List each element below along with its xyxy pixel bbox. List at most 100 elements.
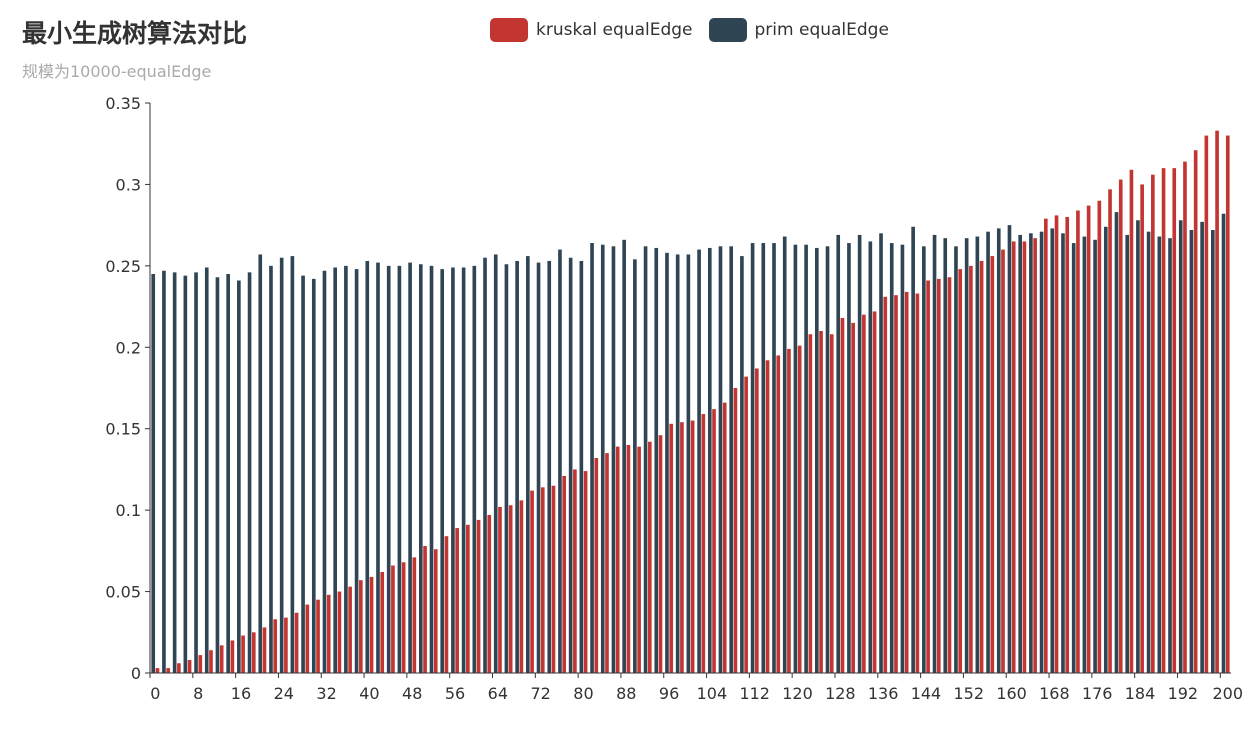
- bar-prim-94[interactable]: [1157, 236, 1162, 674]
- bar-prim-31[interactable]: [483, 257, 487, 673]
- bar-kruskal-68[interactable]: [883, 296, 888, 673]
- bar-kruskal-97[interactable]: [1193, 150, 1198, 674]
- bar-kruskal-42[interactable]: [605, 453, 609, 673]
- bar-kruskal-79[interactable]: [1001, 249, 1005, 673]
- bar-prim-62[interactable]: [815, 247, 819, 673]
- bar-kruskal-20[interactable]: [369, 576, 374, 673]
- bar-prim-99[interactable]: [1211, 230, 1215, 673]
- bar-kruskal-30[interactable]: [476, 519, 481, 673]
- bar-kruskal-54[interactable]: [733, 388, 738, 673]
- bar-kruskal-85[interactable]: [1065, 217, 1070, 673]
- bar-prim-54[interactable]: [729, 246, 734, 673]
- bar-kruskal-99[interactable]: [1215, 130, 1219, 673]
- bar-kruskal-41[interactable]: [594, 458, 599, 673]
- bar-prim-21[interactable]: [376, 262, 380, 673]
- bar-kruskal-32[interactable]: [498, 506, 502, 673]
- bar-kruskal-14[interactable]: [305, 604, 310, 673]
- bar-kruskal-83[interactable]: [1044, 218, 1048, 673]
- bar-prim-82[interactable]: [1029, 233, 1033, 674]
- bar-kruskal-82[interactable]: [1033, 238, 1037, 674]
- bar-prim-52[interactable]: [707, 247, 712, 673]
- bar-kruskal-49[interactable]: [680, 422, 684, 673]
- bar-kruskal-46[interactable]: [647, 441, 652, 673]
- bar-kruskal-53[interactable]: [722, 402, 727, 673]
- bar-kruskal-15[interactable]: [316, 599, 320, 673]
- bar-prim-44[interactable]: [622, 239, 626, 674]
- bar-prim-93[interactable]: [1146, 231, 1151, 673]
- bar-prim-15[interactable]: [311, 278, 316, 673]
- legend-item-kruskal[interactable]: kruskal equalEdge: [490, 18, 693, 42]
- bar-kruskal-71[interactable]: [915, 293, 920, 673]
- bar-prim-100[interactable]: [1221, 213, 1226, 674]
- bar-kruskal-5[interactable]: [209, 650, 213, 673]
- bar-prim-23[interactable]: [397, 265, 402, 673]
- bar-kruskal-73[interactable]: [936, 278, 941, 673]
- bar-prim-75[interactable]: [954, 246, 958, 673]
- bar-kruskal-51[interactable]: [701, 414, 706, 673]
- bar-kruskal-65[interactable]: [851, 322, 855, 673]
- bar-kruskal-1[interactable]: [166, 668, 170, 673]
- bar-prim-61[interactable]: [804, 244, 808, 673]
- bar-prim-48[interactable]: [665, 252, 669, 673]
- bar-prim-27[interactable]: [440, 269, 445, 673]
- bar-prim-3[interactable]: [183, 275, 188, 673]
- bar-kruskal-24[interactable]: [412, 557, 417, 673]
- bar-prim-92[interactable]: [1136, 220, 1140, 673]
- bar-kruskal-55[interactable]: [744, 376, 748, 673]
- bar-prim-1[interactable]: [162, 270, 166, 673]
- bar-kruskal-31[interactable]: [487, 515, 492, 673]
- bar-prim-86[interactable]: [1071, 243, 1076, 673]
- bar-kruskal-39[interactable]: [573, 469, 577, 673]
- bar-prim-66[interactable]: [857, 234, 862, 673]
- bar-prim-39[interactable]: [568, 257, 573, 673]
- bar-kruskal-60[interactable]: [797, 345, 802, 673]
- bar-kruskal-21[interactable]: [380, 572, 385, 673]
- bar-prim-45[interactable]: [633, 259, 637, 673]
- bar-prim-8[interactable]: [237, 280, 241, 673]
- bar-kruskal-63[interactable]: [829, 334, 834, 673]
- bar-kruskal-80[interactable]: [1011, 241, 1016, 673]
- bar-kruskal-28[interactable]: [455, 528, 459, 673]
- bar-kruskal-92[interactable]: [1140, 184, 1144, 673]
- bar-prim-17[interactable]: [333, 267, 337, 673]
- bar-kruskal-45[interactable]: [637, 446, 641, 673]
- bar-prim-76[interactable]: [964, 238, 969, 674]
- bar-prim-96[interactable]: [1178, 220, 1183, 673]
- bar-kruskal-23[interactable]: [401, 562, 406, 673]
- bar-prim-26[interactable]: [429, 265, 434, 673]
- bar-kruskal-12[interactable]: [284, 617, 288, 673]
- bar-prim-57[interactable]: [761, 243, 766, 673]
- bar-kruskal-66[interactable]: [862, 314, 866, 673]
- bar-kruskal-29[interactable]: [466, 524, 470, 673]
- bar-prim-67[interactable]: [868, 241, 873, 673]
- bar-prim-4[interactable]: [194, 272, 198, 673]
- bar-kruskal-90[interactable]: [1118, 179, 1123, 674]
- bar-kruskal-98[interactable]: [1204, 135, 1209, 673]
- bar-prim-49[interactable]: [675, 254, 680, 673]
- bar-kruskal-37[interactable]: [551, 485, 556, 673]
- bar-prim-25[interactable]: [418, 264, 423, 673]
- bar-kruskal-22[interactable]: [391, 565, 395, 673]
- bar-kruskal-93[interactable]: [1151, 174, 1155, 673]
- bar-prim-71[interactable]: [911, 226, 915, 673]
- bar-prim-32[interactable]: [493, 254, 498, 673]
- bar-prim-74[interactable]: [943, 238, 948, 674]
- bar-prim-38[interactable]: [558, 249, 562, 673]
- bar-kruskal-40[interactable]: [583, 471, 588, 673]
- bar-prim-97[interactable]: [1189, 230, 1194, 673]
- bar-prim-43[interactable]: [611, 246, 616, 673]
- bar-kruskal-94[interactable]: [1161, 168, 1166, 673]
- bar-prim-65[interactable]: [847, 243, 851, 673]
- bar-prim-6[interactable]: [215, 277, 220, 673]
- bar-prim-35[interactable]: [526, 256, 530, 673]
- bar-prim-47[interactable]: [654, 247, 659, 673]
- bar-kruskal-10[interactable]: [262, 627, 267, 673]
- bar-prim-90[interactable]: [1114, 212, 1119, 674]
- bar-kruskal-75[interactable]: [958, 269, 963, 673]
- bar-prim-79[interactable]: [996, 228, 1001, 673]
- bar-prim-87[interactable]: [1082, 236, 1087, 674]
- bar-prim-33[interactable]: [504, 264, 509, 673]
- bar-prim-46[interactable]: [643, 246, 648, 673]
- bar-kruskal-81[interactable]: [1022, 241, 1027, 673]
- bar-prim-88[interactable]: [1093, 239, 1097, 674]
